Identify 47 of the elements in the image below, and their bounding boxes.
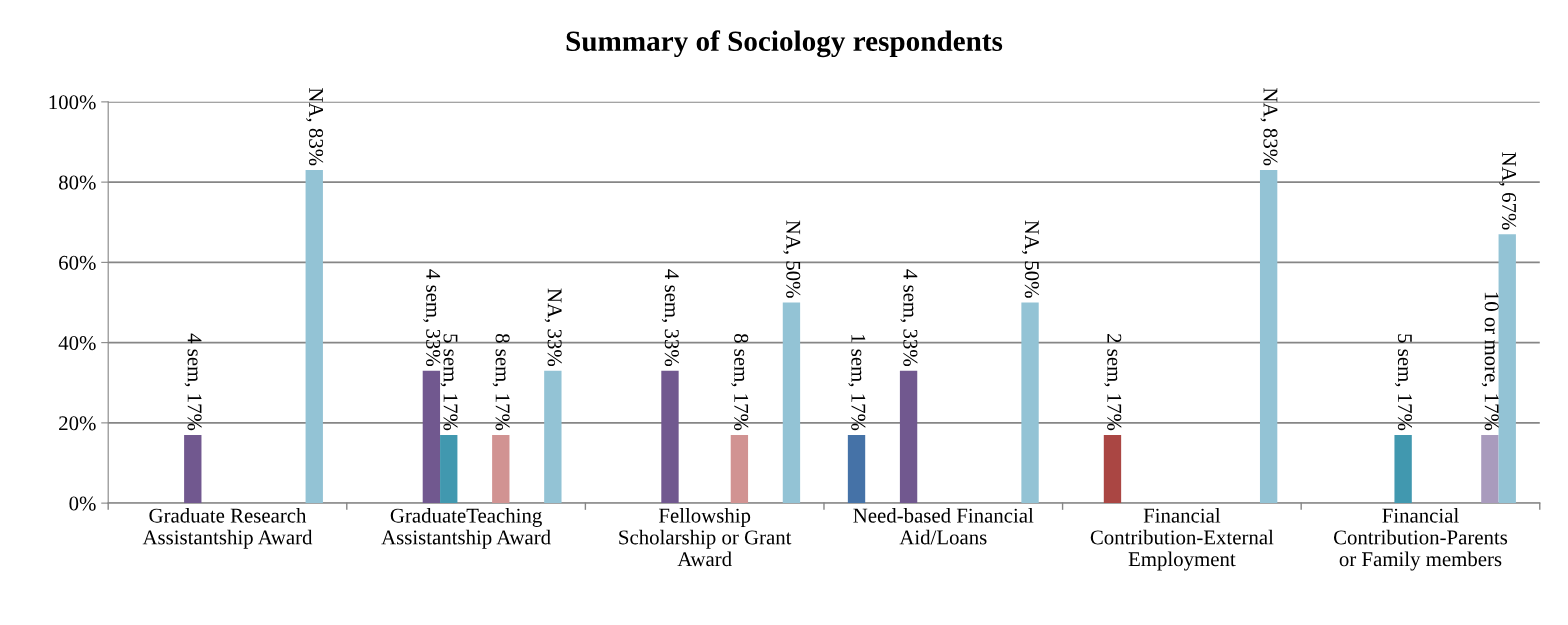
data-label: NA, 50% <box>783 220 801 298</box>
x-tick-label: Fellowship Scholarship or Grant Award <box>619 507 792 567</box>
data-label: 1 sem, 17% <box>848 334 866 431</box>
y-tick-label: 20% <box>59 416 96 431</box>
data-label: 5 sem, 17% <box>1394 334 1412 431</box>
data-label: NA, 67% <box>1499 152 1517 230</box>
data-label: 2 sem, 17% <box>1104 334 1122 431</box>
bar <box>1394 434 1412 504</box>
x-tick-label: Graduate Research Assistantship Award <box>142 507 313 549</box>
y-tick-label: 100% <box>49 95 96 110</box>
data-label: 5 sem, 17% <box>440 334 458 431</box>
data-label: 4 sem, 33% <box>661 269 679 366</box>
data-label: NA, 83% <box>306 87 324 166</box>
bar <box>492 434 510 504</box>
bar <box>1259 170 1278 504</box>
bar <box>305 170 323 504</box>
bar <box>661 370 679 504</box>
bar <box>899 370 918 504</box>
bar <box>847 434 866 504</box>
y-tick-label: 40% <box>58 336 96 351</box>
bar <box>440 434 458 504</box>
x-tick-label: Financial Contribution-External Employment <box>1090 507 1274 571</box>
bar <box>1103 434 1122 504</box>
x-tick-label: GraduateTeaching Assistantship Award <box>381 507 551 549</box>
bar <box>1021 302 1039 504</box>
bar <box>1481 434 1499 504</box>
y-tick-label: 60% <box>59 255 96 270</box>
data-label: 4 sem, 33% <box>900 269 918 366</box>
data-label: 8 sem, 17% <box>492 333 510 431</box>
chart-title: Summary of Sociology respondents <box>566 30 1003 58</box>
bar <box>730 434 749 504</box>
data-label: 4 sem, 17% <box>184 333 202 431</box>
bar <box>782 302 801 504</box>
y-tick-label: 0% <box>69 496 96 511</box>
y-tick-label: 80% <box>58 175 96 190</box>
data-label: 10 or more, 17% <box>1481 292 1499 431</box>
bar <box>184 434 202 504</box>
data-label: NA, 50% <box>1021 220 1039 298</box>
x-tick-label: Financial Contribution-Parents or Family members <box>1333 507 1508 571</box>
data-label: 4 sem, 33% <box>423 269 441 366</box>
bar <box>422 370 441 504</box>
x-tick-label: Need-based Financial Aid/Loans <box>853 507 1034 545</box>
bar <box>1498 234 1516 504</box>
bar <box>544 370 562 504</box>
data-label: NA, 83% <box>1260 87 1278 166</box>
data-label: NA, 33% <box>544 288 562 366</box>
data-label: 8 sem, 17% <box>731 333 749 431</box>
